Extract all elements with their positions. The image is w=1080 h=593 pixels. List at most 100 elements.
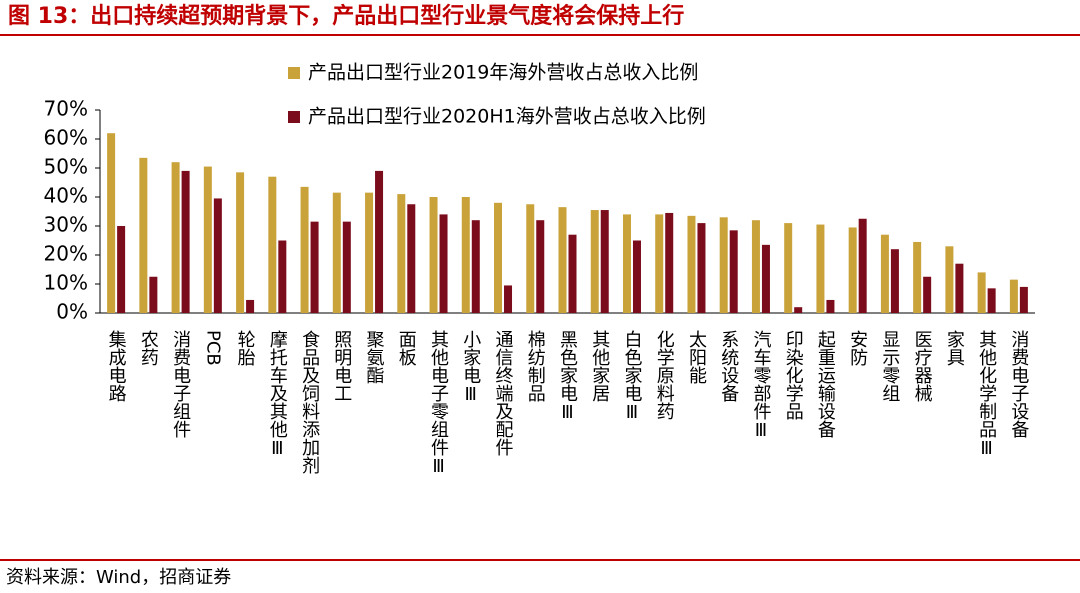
bar: [784, 223, 793, 313]
bar: [213, 198, 222, 313]
x-tick-label: 汽车零部件Ⅲ: [750, 330, 771, 441]
bar: [203, 166, 212, 313]
bar: [816, 224, 825, 313]
legend-swatch: [288, 111, 300, 123]
bar: [278, 240, 287, 313]
x-tick-label: 照明电工: [331, 330, 352, 402]
bar: [342, 221, 351, 313]
bar: [761, 244, 770, 313]
x-tick-label: 聚氨酯: [364, 330, 385, 384]
bar: [310, 221, 319, 313]
bar: [655, 214, 664, 313]
bar: [719, 217, 728, 313]
x-tick-label: 白色家电Ⅲ: [621, 330, 642, 423]
bar: [494, 202, 503, 313]
bar: [504, 285, 513, 313]
bar: [729, 230, 738, 313]
bar: [890, 249, 899, 313]
bar: [826, 299, 835, 313]
bar: [439, 214, 448, 313]
x-tick-label: 棉纺制品: [525, 330, 546, 402]
x-tick-label: 食品及饲料添加剂: [299, 330, 320, 474]
y-tick-label: 70%: [44, 97, 88, 121]
bar: [794, 307, 803, 313]
bar: [955, 263, 964, 313]
x-tick-label: 消费电子设备: [1008, 330, 1029, 438]
bar: [181, 170, 190, 313]
bar: [375, 170, 384, 313]
bar: [171, 162, 180, 313]
y-tick-label: 50%: [44, 155, 88, 179]
x-tick-label: 系统设备: [718, 330, 739, 402]
bar: [987, 288, 996, 313]
bar: [149, 276, 158, 313]
bar: [1009, 279, 1018, 313]
x-tick-label: PCB: [202, 330, 223, 366]
bar: [558, 207, 567, 313]
bar: [913, 241, 922, 313]
legend-label: 产品出口型行业2019年海外营收占总收入比例: [308, 62, 698, 84]
bar: [526, 204, 535, 313]
bar: [107, 133, 116, 313]
x-tick-label: 轮胎: [235, 330, 256, 366]
x-tick-label: 摩托车及其他Ⅲ: [267, 330, 288, 459]
bar: [236, 172, 245, 313]
x-tick-label: 集成电路: [106, 330, 127, 402]
bar: [697, 223, 706, 313]
bar: [590, 210, 599, 313]
x-tick-label: 起重运输设备: [815, 330, 836, 438]
bar: [332, 192, 341, 313]
y-tick-label: 0%: [56, 300, 88, 324]
x-tick-label: 化学原料药: [654, 330, 675, 420]
x-tick-label: 医疗器械: [912, 330, 933, 402]
x-tick-label: 小家电Ⅲ: [460, 330, 481, 405]
bar: [1019, 286, 1028, 313]
bar: [751, 220, 760, 313]
bar: [632, 240, 641, 313]
bar: [407, 204, 416, 313]
bar: [923, 276, 932, 313]
bar: [246, 299, 255, 313]
x-tick-label: 印染化学品: [783, 330, 804, 420]
x-tick-label: 显示零组: [879, 330, 900, 402]
bar: [687, 215, 696, 313]
bar: [848, 227, 857, 313]
bar: [117, 226, 126, 313]
x-tick-label: 家具: [944, 330, 965, 366]
bar: [600, 210, 609, 313]
bar: [977, 272, 986, 313]
x-tick-label: 面板: [396, 330, 417, 366]
x-tick-label: 消费电子组件: [170, 330, 191, 438]
legend-label: 产品出口型行业2020H1海外营收占总收入比例: [308, 106, 706, 128]
bar: [471, 220, 480, 313]
x-tick-label: 安防: [847, 330, 868, 367]
bar: [945, 246, 954, 313]
x-tick-label: 黑色家电Ⅲ: [557, 330, 578, 423]
bar: [880, 234, 889, 313]
bar: [568, 234, 577, 313]
x-tick-label: 通信终端及配件: [493, 330, 514, 456]
y-tick-label: 30%: [44, 213, 88, 237]
bar: [665, 212, 674, 313]
bar: [429, 197, 438, 313]
bar: [536, 220, 545, 313]
y-tick-label: 20%: [44, 242, 88, 266]
x-tick-label: 其他电子零组件Ⅲ: [428, 330, 449, 477]
y-tick-label: 60%: [44, 126, 88, 150]
x-tick-label: 其他家居: [589, 330, 610, 402]
bar: [139, 157, 148, 313]
x-tick-label: 太阳能: [686, 330, 707, 384]
bar: [461, 197, 470, 313]
y-tick-label: 10%: [44, 271, 88, 295]
source-note: 资料来源：Wind，招商证券: [6, 567, 231, 588]
bar: [622, 214, 631, 313]
bar: [268, 176, 277, 313]
y-tick-label: 40%: [44, 184, 88, 208]
bar: [365, 192, 374, 313]
legend-swatch: [288, 67, 300, 79]
bar: [397, 194, 406, 313]
chart-title: 图 13：出口持续超预期背景下，产品出口型行业景气度将会保持上行: [8, 3, 684, 29]
x-tick-label: 其他化学制品Ⅲ: [976, 330, 997, 459]
bar: [300, 186, 309, 313]
